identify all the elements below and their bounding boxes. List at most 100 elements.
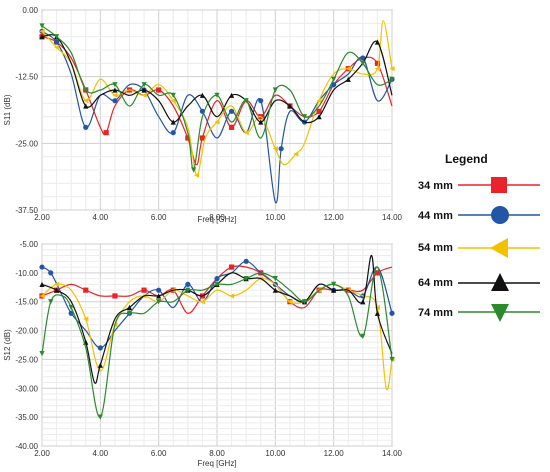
s11-series-line-64mm: [41, 34, 393, 124]
s11-data-point-54mm: [83, 98, 89, 104]
s12-data-point-44mm: [48, 270, 54, 276]
s11-x-axis-label: Freq [GHz]: [197, 215, 236, 224]
s12-data-point-54mm: [83, 316, 89, 322]
s11-data-point-64mm: [287, 103, 293, 109]
s11-y-tick-label: -25.00: [15, 139, 38, 148]
s11-data-point-54mm: [316, 98, 322, 104]
s11-data-point-64mm: [374, 39, 381, 45]
s12-data-point-54mm: [374, 304, 381, 311]
s11-data-point-34mm: [316, 108, 322, 114]
s12-data-point-54mm: [287, 299, 293, 305]
s11-data-point-54mm: [389, 66, 395, 72]
s12-data-point-74mm: [68, 304, 74, 311]
circle-marker-icon: [491, 206, 509, 224]
s11-data-point-64mm: [170, 119, 176, 125]
triangle-up-marker-icon: [491, 273, 509, 291]
s12-data-point-74mm: [331, 281, 337, 287]
s11-data-point-54mm: [193, 172, 200, 178]
legend-title: Legend: [445, 152, 488, 166]
s11-grid: [41, 9, 393, 211]
legend-label-74mm: 74 mm: [418, 307, 453, 319]
s12-data-point-64mm: [97, 362, 103, 368]
s11-data-point-44mm: [360, 55, 366, 61]
triangle-left-marker-icon: [490, 238, 508, 258]
s12-data-point-54mm: [53, 281, 60, 287]
s11-data-point-74mm: [389, 76, 395, 82]
s12-data-point-44mm: [185, 281, 191, 287]
legend-label-44mm: 44 mm: [418, 210, 453, 222]
s12-y-tick-label: -15.00: [15, 298, 38, 307]
s11-data-point-44mm: [83, 124, 89, 130]
s11-data-point-74mm: [83, 87, 89, 93]
legend-entry-54mm: 54 mm: [418, 238, 540, 258]
s12-data-point-34mm: [374, 270, 381, 276]
s12-data-point-64mm: [53, 287, 60, 293]
s12-data-point-74mm: [156, 299, 162, 305]
s11-x-tick-label: 2.00: [34, 213, 50, 222]
s11-data-point-74mm: [112, 82, 118, 88]
s12-y-tick-label: -5.00: [20, 240, 39, 249]
s12-x-axis-label: Freq [GHz]: [197, 459, 236, 468]
s11-ticks: 2.00 4.00 6.00 8.00 10.00 12.00 14.00 0.00 -12.5…: [15, 6, 402, 222]
s12-data-point-74mm: [126, 310, 133, 316]
s12-data-point-54mm: [228, 293, 235, 299]
s12-y-tick-label: -10.00: [15, 269, 38, 278]
s11-series-line-74mm: [41, 25, 393, 171]
s11-data-point-44mm: [258, 98, 264, 104]
s11-x-tick-label: 6.00: [151, 213, 167, 222]
s11-y-axis-label: S11 (dB): [3, 94, 12, 125]
s11-data-point-74mm: [360, 60, 366, 66]
s12-ticks: 2.00 4.00 6.00 8.00 10.00 12.00 14.00 -5.00 -10.…: [15, 240, 402, 458]
s12-data-point-74mm: [243, 276, 249, 282]
s12-data-point-64mm: [39, 281, 45, 287]
s12-data-point-64mm: [272, 287, 278, 293]
s11-data-point-44mm: [170, 130, 176, 136]
s12-data-point-74mm: [185, 287, 191, 293]
s11-data-point-54mm: [53, 44, 60, 50]
s12-x-tick-label: 10.00: [265, 449, 286, 458]
s11-y-tick-label: -37.50: [15, 206, 38, 215]
s12-series-group: [39, 254, 395, 420]
s11-data-point-64mm: [112, 87, 118, 93]
s12-data-point-34mm: [112, 293, 118, 299]
legend-entry-34mm: 34 mm: [418, 177, 540, 193]
s12-data-point-44mm: [39, 264, 45, 270]
legend-label-34mm: 34 mm: [418, 180, 453, 192]
s12-data-point-54mm: [39, 293, 45, 299]
s12-data-point-34mm: [228, 264, 235, 270]
s11-data-point-74mm: [141, 82, 147, 88]
s12-y-tick-label: -35.00: [15, 413, 38, 422]
s12-chart: 2.00 4.00 6.00 8.00 10.00 12.00 14.00 -5.00 -10.…: [3, 240, 403, 468]
s11-data-point-64mm: [258, 119, 264, 125]
legend: Legend 34 mm 44 mm 54 mm 64 mm 74 mm: [418, 152, 540, 322]
s12-data-point-64mm: [331, 287, 337, 293]
s11-y-tick-label: 0.00: [22, 6, 38, 15]
s11-data-point-64mm: [39, 34, 45, 40]
s11-data-point-74mm: [39, 23, 45, 29]
s12-x-tick-label: 2.00: [34, 449, 50, 458]
s11-data-point-54mm: [243, 130, 249, 136]
s12-data-point-64mm: [374, 310, 381, 316]
s12-y-axis-label: S12 (dB): [3, 329, 12, 361]
s11-data-point-34mm: [199, 135, 206, 141]
s12-data-point-54mm: [199, 299, 206, 305]
s11-data-point-34mm: [185, 135, 191, 141]
s12-data-point-74mm: [360, 333, 366, 339]
s12-data-point-64mm: [126, 304, 133, 311]
s11-x-tick-label: 8.00: [209, 213, 225, 222]
triangle-down-marker-icon: [491, 304, 509, 322]
s11-data-point-44mm: [112, 98, 118, 104]
s11-data-point-74mm: [301, 114, 308, 120]
s12-data-point-44mm: [156, 287, 162, 293]
s11-data-point-54mm: [345, 66, 351, 72]
s11-data-point-74mm: [53, 34, 60, 40]
s11-series-group: [39, 20, 395, 204]
s11-data-point-64mm: [141, 87, 147, 93]
s12-x-tick-label: 6.00: [151, 449, 167, 458]
s12-y-tick-label: -25.00: [15, 355, 38, 364]
s11-data-point-64mm: [199, 92, 206, 98]
s11-data-point-74mm: [331, 76, 337, 82]
s11-data-point-54mm: [293, 151, 299, 157]
s11-y-tick-label: -12.50: [15, 73, 38, 82]
